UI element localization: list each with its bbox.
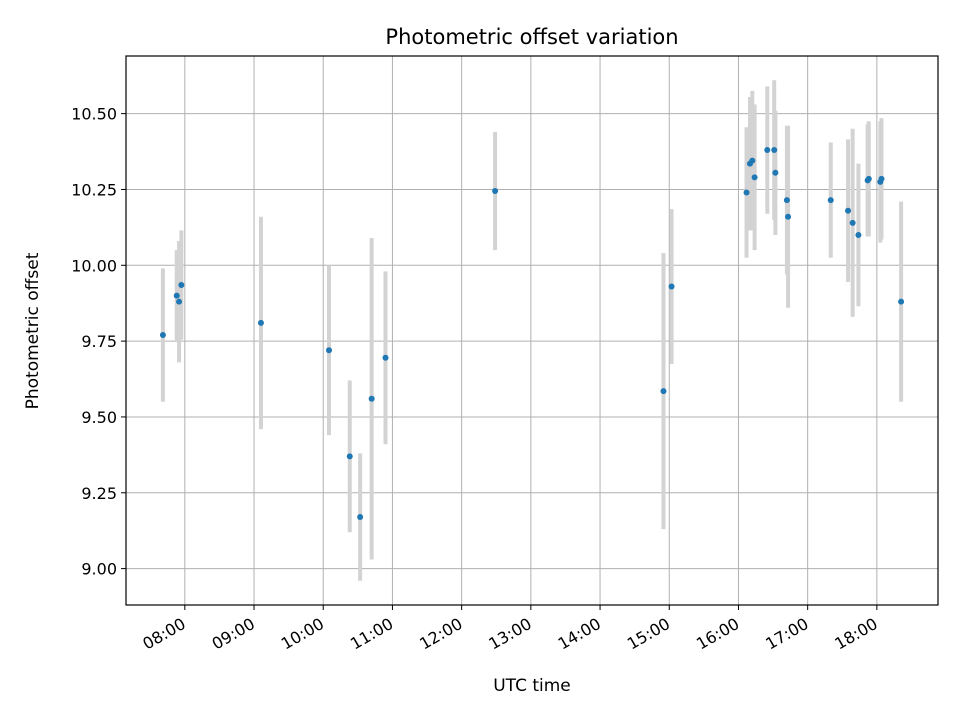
data-point [660,388,667,395]
data-point [783,197,790,204]
data-point [743,189,750,196]
data-point [668,283,675,290]
y-axis: 9.00 9.25 9.50 9.75 10.00 10.25 10.50 [71,105,126,579]
grid [126,56,938,605]
data-point [898,298,905,305]
y-tick-label: 9.75 [81,332,117,351]
y-tick-label: 10.50 [71,105,117,124]
x-axis-label: UTC time [493,676,571,696]
data-point [865,175,872,182]
data-point [849,219,856,226]
data-point [772,169,779,176]
data-point [178,282,185,289]
y-tick-label: 10.25 [71,180,117,199]
data-point [346,453,353,460]
data-point [357,514,364,521]
data-point [771,147,778,154]
data-point [492,187,499,194]
y-tick-label: 9.00 [81,560,117,579]
data-point [785,213,792,220]
data-points [159,147,905,521]
data-point [749,157,756,164]
data-point [382,354,389,361]
data-point [764,147,771,154]
chart-title: Photometric offset variation [385,25,678,49]
data-point [257,319,264,326]
y-tick-label: 9.25 [81,484,117,503]
data-point [845,207,852,214]
data-point [855,231,862,238]
data-point [751,174,758,181]
plot-frame [125,55,939,606]
data-point [173,292,180,299]
data-point [326,347,332,354]
data-point [368,395,375,402]
data-point [176,298,183,305]
data-point [159,332,166,339]
y-tick-label: 10.00 [71,256,117,275]
y-axis-label: Photometric offset [23,252,43,409]
y-tick-label: 9.50 [81,408,117,427]
data-point [827,197,834,204]
data-point [878,175,885,182]
